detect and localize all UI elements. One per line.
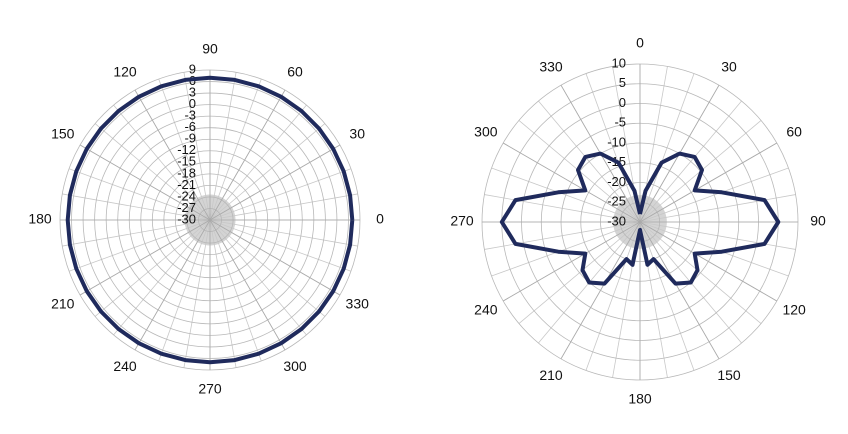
spoke: [209, 219, 307, 336]
spoke: [209, 123, 326, 221]
spoke: [183, 219, 211, 368]
theta-tick-label: 300: [474, 124, 498, 140]
spoke: [113, 104, 211, 221]
r-tick-label: -6: [184, 119, 196, 134]
r-tick-label: -27: [177, 200, 196, 215]
pattern-line: [65, 75, 355, 365]
r-tick-label: -10: [607, 134, 626, 149]
theta-tick: [209, 144, 341, 221]
spoke: [209, 78, 262, 221]
r-tick-label: -30: [607, 213, 626, 228]
r-tick-label: -25: [607, 194, 626, 209]
theta-tick: [134, 89, 211, 221]
spoke: [209, 104, 307, 221]
theta-tick: [79, 219, 211, 296]
pattern-line: [499, 151, 781, 286]
theta-tick-label: 330: [539, 59, 563, 75]
spoke: [209, 72, 237, 221]
spoke: [209, 168, 352, 221]
spoke: [113, 219, 211, 336]
theta-tick-label: 120: [113, 63, 137, 79]
r-tick-label: 10: [612, 55, 626, 70]
spoke: [158, 219, 211, 362]
spoke: [209, 219, 358, 247]
spoke: [62, 219, 211, 247]
spoke: [209, 193, 358, 221]
theta-tick-label: 150: [51, 126, 75, 142]
theta-tick-label: 330: [346, 296, 370, 312]
theta-tick-label: 60: [786, 124, 802, 140]
spoke: [209, 219, 237, 368]
theta-tick-label: 90: [202, 41, 218, 57]
r-tick-label: 0: [189, 96, 196, 111]
theta-tick: [134, 219, 211, 351]
theta-tick-label: 30: [349, 126, 365, 142]
theta-tick-label: 240: [113, 358, 137, 374]
theta-tick-label: 180: [28, 211, 52, 227]
theta-tick-label: 120: [782, 302, 806, 318]
theta-tick: [639, 142, 778, 223]
spoke: [209, 219, 352, 272]
r-tick-label: -20: [607, 174, 626, 189]
r-tick-label: 9: [189, 61, 196, 76]
theta-tick-label: 210: [51, 296, 75, 312]
r-tick-label: -5: [614, 115, 626, 130]
spoke: [62, 193, 211, 221]
theta-tick: [639, 221, 720, 360]
theta-tick-label: 30: [721, 59, 737, 75]
theta-tick: [209, 89, 286, 221]
r-tick-label: 5: [619, 75, 626, 90]
r-tick-label: -21: [177, 177, 196, 192]
theta-tick: [79, 144, 211, 221]
theta-tick-label: 150: [717, 367, 741, 383]
r-tick-label: -9: [184, 131, 196, 146]
r-tick-label: -18: [177, 165, 196, 180]
spoke: [183, 72, 211, 221]
theta-tick-label: 60: [287, 63, 303, 79]
theta-tick: [209, 219, 286, 351]
theta-tick-label: 0: [376, 211, 384, 227]
theta-tick: [639, 221, 778, 302]
r-tick-label: -12: [177, 142, 196, 157]
spoke: [68, 168, 211, 221]
spoke: [158, 78, 211, 221]
spoke: [68, 219, 211, 272]
r-tick-label: -24: [177, 188, 196, 203]
r-tick-label: -3: [184, 108, 196, 123]
theta-tick-label: 0: [636, 35, 644, 51]
theta-tick-label: 270: [198, 381, 222, 397]
r-tick-label: -15: [177, 154, 196, 169]
theta-tick-label: 180: [628, 391, 652, 407]
theta-tick: [560, 221, 641, 360]
theta-tick: [502, 221, 641, 302]
theta-tick: [209, 219, 341, 296]
r-tick-label: 3: [189, 85, 196, 100]
theta-tick-label: 300: [283, 358, 307, 374]
theta-tick-label: 240: [474, 302, 498, 318]
spoke: [94, 123, 211, 221]
theta-tick-label: 90: [810, 213, 826, 229]
r-tick-label: 0: [619, 95, 626, 110]
theta-tick: [502, 142, 641, 223]
theta-tick-label: 270: [450, 213, 474, 229]
spoke: [209, 219, 326, 317]
r-tick-label: -30: [177, 211, 196, 226]
spoke: [209, 219, 262, 362]
theta-tick-label: 210: [539, 367, 563, 383]
spoke: [94, 219, 211, 317]
